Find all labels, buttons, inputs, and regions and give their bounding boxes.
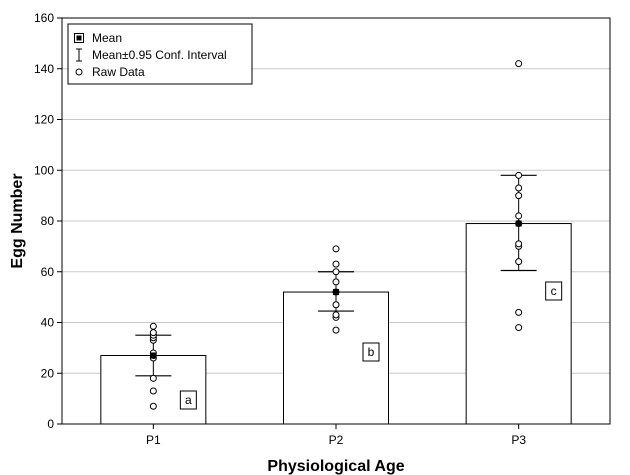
raw-data-point [515, 60, 523, 68]
letter-box [362, 342, 380, 362]
raw-data-point [515, 240, 523, 248]
raw-data-point [332, 301, 340, 309]
y-tick-label: 80 [41, 214, 55, 228]
x-tick-label: P3 [511, 433, 526, 447]
mean-markers [150, 220, 522, 359]
raw-data-point [515, 258, 523, 266]
y-tick-label: 120 [34, 113, 54, 127]
raw-data-point [149, 402, 157, 410]
mean-marker [515, 220, 522, 227]
mean-marker [150, 352, 157, 359]
raw-data-point [332, 278, 340, 286]
raw-data-point [149, 387, 157, 395]
mean-marker [333, 289, 339, 296]
legend-label: Mean [92, 31, 122, 45]
legend-label: Raw Data [92, 65, 145, 79]
y-axis-title: Egg Number [9, 173, 26, 268]
legend: Mean Mean±0.95 Conf. Interval Raw Data [67, 23, 253, 85]
legend-raw-swatch [75, 68, 83, 76]
raw-data-point [332, 326, 340, 334]
raw-data-point [149, 322, 157, 330]
raw-data-point [515, 171, 523, 179]
y-tick-label: 160 [34, 11, 54, 25]
bars [100, 223, 572, 425]
legend-box [67, 23, 253, 85]
raw-data-point [332, 245, 340, 253]
raw-data-point [149, 329, 157, 337]
significance-letter: c [551, 284, 557, 298]
letter-box [179, 390, 197, 410]
y-tick-label: 40 [41, 316, 55, 330]
letter-box [545, 281, 563, 301]
raw-data-point [515, 184, 523, 192]
raw-data-point [332, 260, 340, 268]
raw-data-point [515, 308, 523, 316]
y-tick-label: 100 [34, 163, 54, 177]
x-tick-label: P1 [146, 433, 161, 447]
y-tick-label: 60 [41, 265, 55, 279]
y-tick-label: 140 [34, 62, 54, 76]
significance-letter: a [185, 393, 192, 407]
raw-data-point [515, 324, 523, 332]
legend-label: Mean±0.95 Conf. Interval [92, 48, 227, 62]
raw-data-point [515, 192, 523, 200]
legend-mean-fill [76, 35, 82, 41]
raw-data-point [332, 311, 340, 319]
x-tick-label: P2 [329, 433, 344, 447]
raw-data-point [149, 374, 157, 382]
plot-frame [61, 17, 611, 425]
raw-data-point [515, 212, 523, 220]
x-axis-title: Physiological Age [267, 458, 404, 475]
significance-letters: a b c [179, 281, 563, 410]
y-tick-label: 0 [47, 417, 54, 431]
raw-data-point [332, 268, 340, 276]
y-tick-label: 20 [41, 366, 55, 380]
axes: 0 20 40 60 80 100 120 140 160 P1 P2 P3 [34, 11, 611, 447]
significance-letter: b [368, 345, 375, 359]
